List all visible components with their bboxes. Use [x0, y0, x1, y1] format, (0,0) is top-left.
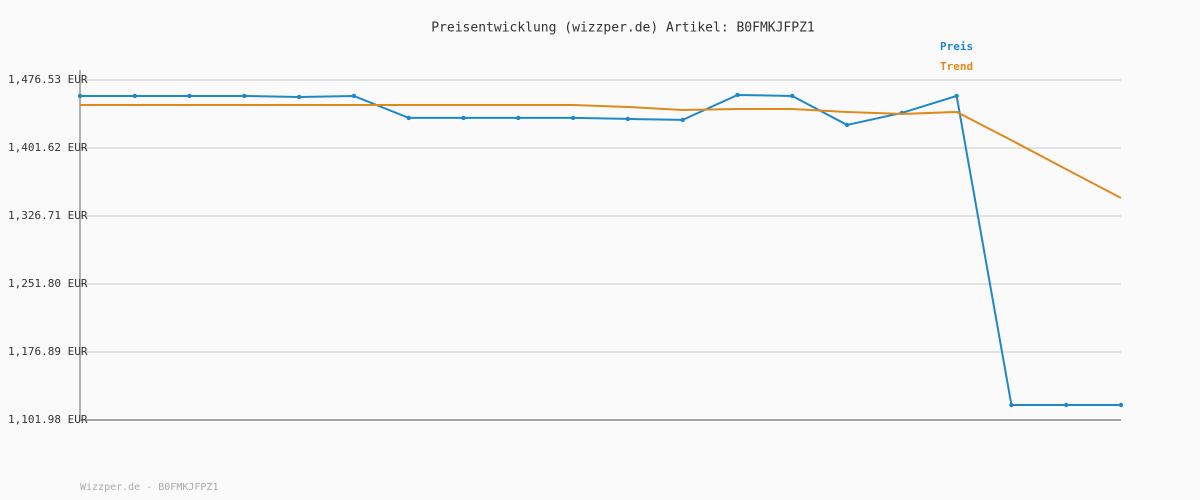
point: [954, 93, 959, 99]
point: [296, 94, 302, 100]
y-tick-label: 1,476.53 EUR: [8, 73, 88, 86]
point: [242, 93, 247, 99]
point: [77, 93, 83, 99]
point: [1064, 402, 1069, 408]
point: [625, 116, 631, 122]
point: [790, 93, 795, 99]
series-line: [80, 103, 1122, 199]
point: [187, 93, 192, 99]
point: [570, 115, 576, 121]
series-line: [80, 93, 1121, 407]
point: [351, 93, 357, 99]
point: [406, 115, 411, 121]
y-tick-label: 1,101.98 EUR: [8, 413, 88, 426]
y-tick-label: 1,251.80 EUR: [8, 277, 88, 290]
point: [1009, 402, 1014, 408]
point: [461, 115, 466, 121]
point: [735, 92, 740, 98]
point: [1118, 402, 1124, 408]
y-tick-label: 1,176.89 EUR: [8, 345, 88, 358]
point: [516, 115, 521, 121]
chart-title: Preisentwicklung (wizzper.de) Artikel: B…: [431, 21, 815, 36]
point: [844, 122, 850, 128]
legend-label: Trend: [940, 60, 973, 73]
point: [132, 93, 137, 99]
footer: Wizzper.de - B0FMKJFPZ1: [80, 482, 218, 493]
legend-label: Preis: [940, 40, 973, 53]
point: [680, 117, 685, 123]
y-tick-label: 1,401.62 EUR: [8, 141, 88, 154]
y-tick-label: 1,326.71 EUR: [8, 209, 88, 222]
